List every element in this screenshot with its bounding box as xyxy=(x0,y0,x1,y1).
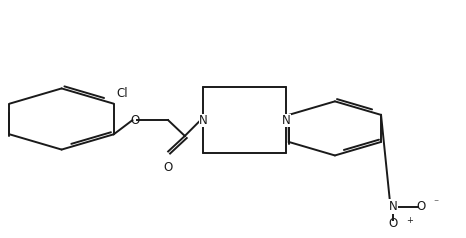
Text: O: O xyxy=(388,217,397,230)
Text: O: O xyxy=(130,114,139,127)
Text: Cl: Cl xyxy=(116,87,128,100)
Text: +: + xyxy=(406,216,413,225)
Text: N: N xyxy=(282,114,291,127)
Text: O: O xyxy=(164,161,173,174)
Text: ⁻: ⁻ xyxy=(434,198,439,208)
Text: N: N xyxy=(199,114,207,127)
Text: N: N xyxy=(389,200,397,213)
Text: O: O xyxy=(416,200,425,213)
